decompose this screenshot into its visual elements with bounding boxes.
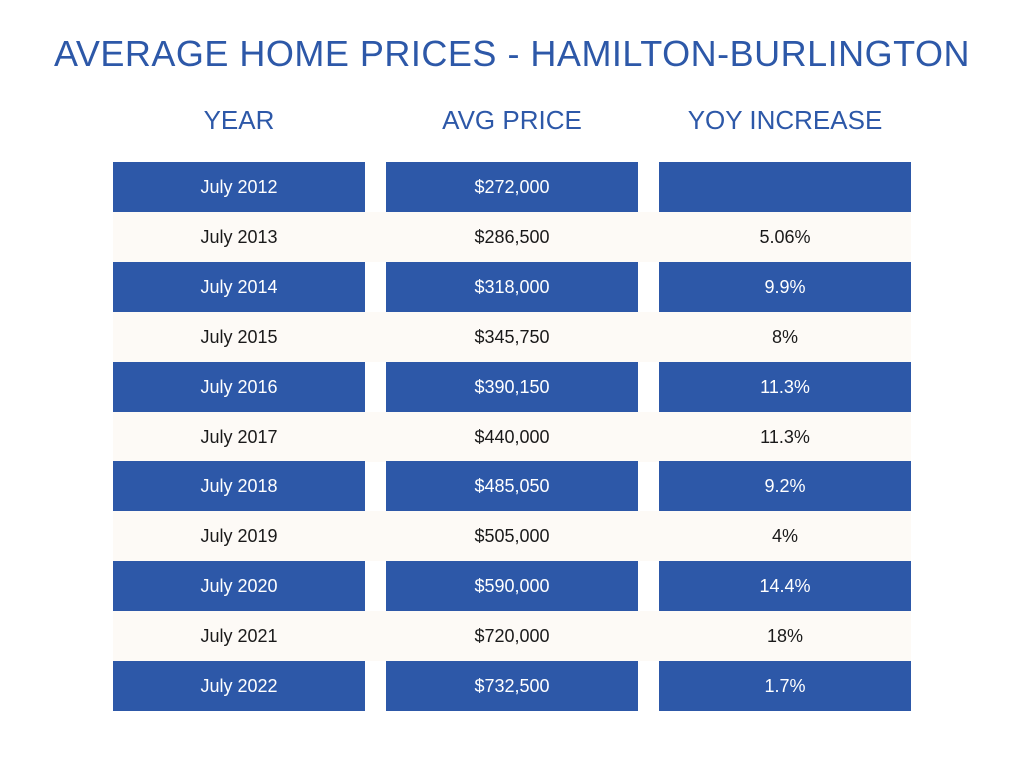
year-cell: July 2015 <box>200 327 278 347</box>
avg-price-cell: $345,750 <box>474 327 550 347</box>
yoy-increase-cell: 9.9% <box>659 262 911 312</box>
yoy-increase-cell: 18% <box>766 626 804 646</box>
table-row: July 2021 $720,000 18% <box>113 611 911 661</box>
avg-price-cell: $440,000 <box>474 427 550 447</box>
yoy-increase-cell: 5.06% <box>759 227 811 247</box>
table-row: July 2014 $318,000 9.9% <box>113 262 911 312</box>
table-row: July 2022 $732,500 1.7% <box>113 661 911 711</box>
year-cell: July 2019 <box>200 526 278 546</box>
yoy-increase-cell: 4% <box>771 526 798 546</box>
column-header-yoy-increase: YOY INCREASE <box>687 105 883 135</box>
year-cell: July 2017 <box>200 427 278 447</box>
avg-price-cell: $720,000 <box>474 626 550 646</box>
table-row: July 2019 $505,000 4% <box>113 511 911 561</box>
table-row: July 2012 $272,000 <box>113 162 911 212</box>
year-cell: July 2022 <box>113 661 365 711</box>
yoy-increase-cell: 11.3% <box>760 427 810 447</box>
year-cell: July 2021 <box>200 626 278 646</box>
year-cell: July 2016 <box>113 362 365 412</box>
year-cell: July 2020 <box>113 561 365 611</box>
page-title: AVERAGE HOME PRICES - HAMILTON-BURLINGTO… <box>54 33 970 74</box>
yoy-increase-cell <box>659 162 911 212</box>
table-row: July 2015 $345,750 8% <box>113 312 911 362</box>
year-cell: July 2018 <box>113 461 365 511</box>
avg-price-cell: $318,000 <box>386 262 638 312</box>
year-cell: July 2012 <box>113 162 365 212</box>
avg-price-cell: $390,150 <box>386 362 638 412</box>
table-row: July 2013 $286,500 5.06% <box>113 212 911 262</box>
year-cell: July 2014 <box>113 262 365 312</box>
avg-price-cell: $590,000 <box>386 561 638 611</box>
avg-price-cell: $505,000 <box>474 526 550 546</box>
column-header-avg-price: AVG PRICE <box>442 105 582 135</box>
table-row: July 2017 $440,000 11.3% <box>113 412 911 462</box>
avg-price-cell: $272,000 <box>386 162 638 212</box>
table-row: July 2018 $485,050 9.2% <box>113 461 911 511</box>
yoy-increase-cell: 11.3% <box>659 362 911 412</box>
year-cell: July 2013 <box>200 227 278 247</box>
table-row: July 2020 $590,000 14.4% <box>113 561 911 611</box>
avg-price-cell: $286,500 <box>474 227 550 247</box>
avg-price-cell: $485,050 <box>386 461 638 511</box>
yoy-increase-cell: 8% <box>771 327 798 347</box>
table-row: July 2016 $390,150 11.3% <box>113 362 911 412</box>
yoy-increase-cell: 14.4% <box>659 561 911 611</box>
yoy-increase-cell: 9.2% <box>659 461 911 511</box>
yoy-increase-cell: 1.7% <box>659 661 911 711</box>
column-header-year: YEAR <box>203 105 275 135</box>
avg-price-cell: $732,500 <box>386 661 638 711</box>
